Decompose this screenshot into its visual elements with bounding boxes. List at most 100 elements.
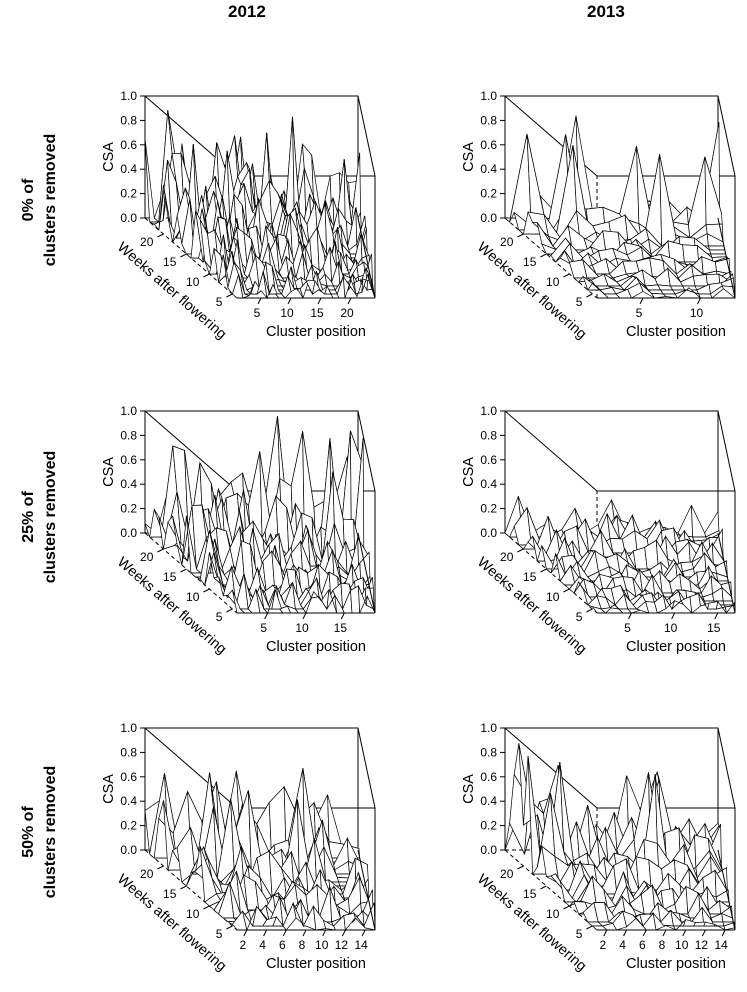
box-base-hidden: [504, 532, 598, 614]
row-label-line2: clusters removed: [42, 133, 59, 267]
y-tick-mark: [180, 885, 187, 890]
x-tick-mark: [623, 929, 628, 937]
y-tick-label: 5: [216, 610, 223, 624]
y-tick-mark: [226, 293, 233, 298]
y-tick-mark: [540, 253, 547, 258]
y-tick-mark: [203, 905, 210, 910]
z-tick-label: 0.8: [120, 745, 137, 759]
x-tick-mark: [714, 612, 719, 620]
surface-quad: [691, 505, 707, 538]
box-top: [503, 410, 736, 492]
z-axis-label: CSA: [461, 774, 477, 804]
x-tick-mark: [628, 612, 632, 620]
y-tick-mark: [563, 588, 570, 593]
x-tick-label: 5: [260, 621, 267, 635]
y-tick-mark: [180, 253, 187, 258]
x-axis-label: Cluster position: [626, 324, 726, 340]
z-axis-label: CSA: [461, 457, 477, 487]
z-axis-label: CSA: [101, 457, 117, 487]
x-tick-mark: [340, 612, 345, 620]
z-tick-label: 0.4: [480, 477, 497, 491]
z-axis-label: CSA: [461, 142, 477, 172]
x-tick-label: 4: [259, 938, 266, 952]
x-tick-label: 10: [280, 306, 294, 320]
z-tick-label: 0.0: [480, 526, 497, 540]
z-tick-label: 1.0: [120, 721, 137, 735]
y-tick-mark: [226, 608, 233, 613]
y-tick-mark: [563, 273, 570, 278]
x-tick-label: 20: [340, 306, 354, 320]
z-tick-label: 0.4: [120, 477, 137, 491]
row-label-line1: 25% of: [20, 491, 37, 543]
surface-quad: [707, 245, 726, 251]
x-tick-label: 4: [619, 938, 626, 952]
row-label-line1: 0% of: [20, 178, 37, 222]
x-tick-label: 5: [636, 306, 643, 320]
z-tick-label: 0.2: [120, 819, 137, 833]
x-tick-mark: [287, 297, 292, 305]
z-tick-label: 0.2: [120, 187, 137, 201]
box-base-right: [357, 532, 376, 614]
z-tick-label: 0.6: [120, 138, 137, 152]
box-top: [503, 95, 736, 177]
x-tick-mark: [721, 929, 726, 937]
x-tick-mark: [697, 297, 701, 305]
x-tick-label: 15: [707, 621, 721, 635]
x-tick-mark: [662, 929, 667, 937]
y-tick-label: 20: [500, 550, 514, 564]
y-tick-mark: [540, 885, 547, 890]
z-tick-label: 0.8: [480, 428, 497, 442]
box-base-right: [717, 532, 736, 614]
x-tick-mark: [282, 929, 287, 937]
box-base-hidden: [144, 532, 238, 614]
y-tick-label: 15: [163, 255, 177, 269]
z-tick-label: 0.8: [120, 113, 137, 127]
z-axis-label: CSA: [101, 774, 117, 804]
x-tick-mark: [639, 297, 644, 305]
y-tick-label: 5: [216, 295, 223, 309]
x-tick-mark: [317, 297, 322, 305]
z-tick-label: 0.6: [120, 453, 137, 467]
y-tick-label: 10: [546, 275, 560, 289]
x-tick-label: 15: [334, 621, 348, 635]
z-tick-label: 0.8: [120, 428, 137, 442]
z-tick-label: 0.0: [480, 211, 497, 225]
surface-quad: [692, 274, 708, 287]
x-tick-mark: [264, 612, 269, 620]
z-tick-label: 0.8: [480, 113, 497, 127]
x-tick-mark: [671, 612, 676, 620]
y-tick-mark: [203, 273, 210, 278]
y-tick-label: 15: [163, 887, 177, 901]
x-tick-mark: [682, 929, 687, 937]
y-tick-mark: [517, 233, 524, 238]
box-base-hidden: [144, 217, 238, 299]
y-tick-mark: [563, 905, 570, 910]
z-tick-label: 0.6: [480, 138, 497, 152]
surface-quad: [688, 156, 707, 239]
x-tick-label: 6: [639, 938, 646, 952]
surface-quad: [144, 138, 160, 223]
box-base-hidden: [504, 849, 598, 931]
row-label-line2: clusters removed: [42, 765, 59, 899]
x-tick-label: 8: [659, 938, 666, 952]
z-tick-label: 0.8: [480, 745, 497, 759]
y-tick-label: 15: [523, 255, 537, 269]
z-tick-label: 0.6: [120, 770, 137, 784]
surface-quad: [722, 600, 734, 606]
column-title-2013: 2013: [587, 2, 625, 21]
y-tick-label: 20: [500, 235, 514, 249]
z-tick-label: 0.4: [480, 794, 497, 808]
x-tick-label: 14: [354, 938, 368, 952]
x-tick-mark: [263, 929, 268, 937]
x-tick-label: 2: [600, 938, 607, 952]
y-tick-mark: [226, 925, 233, 930]
y-tick-label: 10: [186, 275, 200, 289]
y-tick-label: 5: [576, 295, 583, 309]
y-tick-mark: [540, 568, 547, 573]
z-tick-label: 0.6: [480, 770, 497, 784]
